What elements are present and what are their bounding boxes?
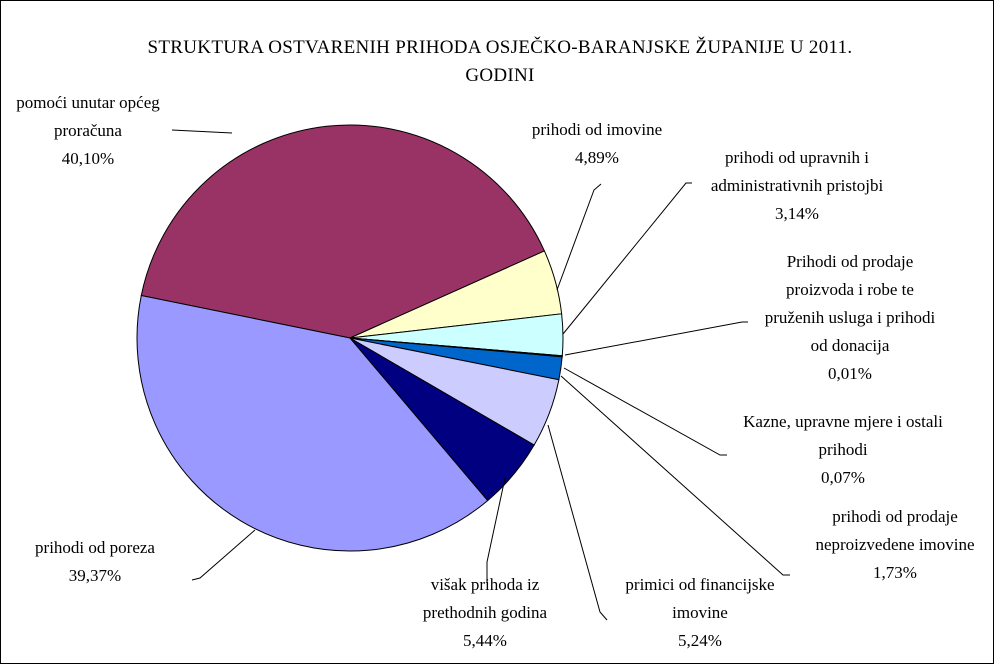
category-label: višak prihoda iz prethodnih godina bbox=[422, 575, 548, 622]
value-label: 1,73% bbox=[873, 563, 917, 582]
value-label: 4,89% bbox=[575, 148, 619, 167]
category-label: prihodi od imovine bbox=[531, 120, 663, 139]
leader-line bbox=[171, 129, 233, 134]
leader-line bbox=[563, 367, 727, 456]
category-label: Kazne, upravne mjere i ostali prihodi bbox=[743, 412, 943, 459]
slice-label: prihodi od prodaje neproizvedene imovine… bbox=[810, 503, 980, 587]
value-label: 0,01% bbox=[828, 364, 872, 383]
category-label: prihodi od upravnih i administrativnih p… bbox=[710, 148, 884, 195]
leader-lines bbox=[171, 129, 790, 621]
category-label: prihodi od poreza bbox=[35, 538, 155, 557]
leader-line bbox=[564, 321, 748, 356]
slice-label: Prihodi od prodaje proizvoda i robe te p… bbox=[755, 248, 945, 388]
slice-label: primici od financijske imovine 5,24% bbox=[610, 571, 790, 655]
pie-slice bbox=[140, 124, 546, 339]
slice-label: Kazne, upravne mjere i ostali prihodi 0,0… bbox=[743, 408, 943, 492]
pie-slice bbox=[136, 294, 489, 552]
category-label: Prihodi od prodaje proizvoda i robe te p… bbox=[764, 252, 936, 355]
category-label: pomoći unutar općeg proračuna bbox=[16, 93, 160, 140]
slice-label: prihodi od upravnih i administrativnih p… bbox=[707, 144, 887, 228]
slice-label: prihodi od poreza 39,37% bbox=[5, 534, 185, 590]
leader-line bbox=[560, 375, 790, 576]
category-label: primici od financijske imovine bbox=[625, 575, 775, 622]
leader-line bbox=[191, 529, 256, 581]
leader-line bbox=[547, 424, 608, 621]
value-label: 0,07% bbox=[821, 468, 865, 487]
leader-line bbox=[556, 183, 602, 291]
value-label: 5,24% bbox=[678, 631, 722, 650]
value-label: 39,37% bbox=[68, 566, 122, 585]
value-label: 40,10% bbox=[61, 149, 115, 168]
leader-line bbox=[562, 182, 692, 335]
category-label: prihodi od prodaje neproizvedene imovine bbox=[815, 507, 975, 554]
value-label: 5,44% bbox=[463, 631, 507, 650]
slice-label: pomoći unutar općeg proračuna 40,10% bbox=[8, 89, 168, 173]
value-label: 3,14% bbox=[775, 204, 819, 223]
chart-title: STRUKTURA OSTVARENIH PRIHODA OSJEČKO-BAR… bbox=[147, 37, 853, 86]
slice-label: višak prihoda iz prethodnih godina 5,44% bbox=[395, 571, 575, 655]
leader-line bbox=[486, 477, 506, 583]
slice-label: prihodi od imovine 4,89% bbox=[497, 116, 697, 172]
